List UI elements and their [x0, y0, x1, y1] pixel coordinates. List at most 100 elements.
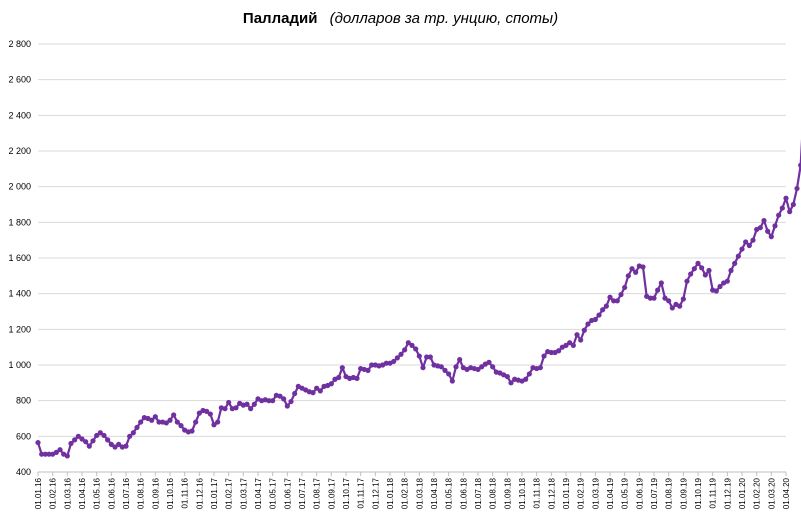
data-point — [116, 441, 122, 447]
y-tick-label: 1 200 — [8, 324, 31, 334]
data-point — [83, 439, 89, 445]
data-point — [72, 437, 78, 443]
data-point — [394, 355, 400, 361]
data-point — [794, 185, 800, 192]
data-point — [486, 359, 492, 365]
data-point — [666, 298, 672, 304]
data-point — [108, 441, 114, 447]
y-tick-label: 1 400 — [8, 289, 31, 299]
data-point — [244, 401, 250, 407]
data-point — [761, 217, 767, 224]
data-point — [655, 287, 661, 293]
data-point — [732, 260, 738, 266]
data-point — [603, 303, 609, 309]
x-tick-label: 01.07.18 — [474, 477, 483, 509]
x-tick-label: 01.10.17 — [342, 477, 351, 509]
data-point — [739, 246, 745, 252]
x-tick-label: 01.09.17 — [327, 477, 336, 509]
data-point — [46, 451, 52, 457]
data-point — [724, 278, 730, 284]
x-axis: 01.01.16 01.02.16 01.03.16 01.04.16 01.05.16… — [34, 472, 791, 509]
data-point — [750, 237, 756, 243]
data-point — [618, 291, 624, 298]
data-point — [248, 406, 254, 412]
data-point — [570, 342, 576, 348]
x-tick-label: 01.11.17 — [357, 477, 366, 508]
data-point — [75, 433, 81, 439]
x-tick-label: 01.08.17 — [313, 477, 322, 509]
data-point — [779, 205, 785, 211]
data-point — [479, 364, 485, 370]
data-point — [354, 375, 360, 381]
x-tick-label: 01.02.20 — [753, 477, 762, 509]
data-point — [317, 388, 323, 394]
data-point — [167, 417, 173, 423]
x-tick-label: 01.03.19 — [591, 477, 600, 509]
data-point — [178, 423, 184, 429]
data-point — [174, 419, 180, 425]
data-point — [130, 430, 136, 436]
data-point — [222, 406, 228, 412]
data-point — [658, 280, 664, 286]
data-point — [196, 410, 202, 416]
x-tick-label: 01.04.20 — [782, 477, 791, 509]
y-tick-label: 2 600 — [8, 75, 31, 85]
data-point — [138, 419, 144, 425]
data-point — [578, 337, 584, 343]
x-tick-label: 01.08.16 — [137, 477, 146, 509]
data-point — [310, 390, 316, 396]
data-point — [369, 362, 375, 368]
data-point — [592, 316, 598, 323]
data-point — [112, 444, 118, 450]
x-tick-label: 01.01.17 — [210, 477, 219, 509]
data-point — [424, 354, 430, 360]
data-point — [640, 264, 646, 270]
y-tick-label: 400 — [16, 467, 31, 477]
x-tick-label: 01.11.16 — [181, 477, 190, 508]
y-tick-label: 1 600 — [8, 253, 31, 263]
data-point — [523, 376, 529, 382]
data-point — [625, 273, 631, 279]
x-tick-label: 01.09.18 — [503, 477, 512, 509]
data-point — [563, 342, 569, 348]
data-point — [691, 266, 697, 272]
data-point — [596, 312, 602, 318]
data-point — [449, 378, 455, 384]
x-tick-label: 01.12.17 — [371, 477, 380, 509]
data-point — [706, 267, 712, 274]
data-point — [251, 401, 257, 407]
data-point — [475, 366, 481, 373]
data-point — [391, 358, 397, 365]
x-tick-label: 01.05.17 — [269, 477, 278, 509]
data-point — [284, 403, 290, 409]
x-tick-label: 01.05.19 — [621, 477, 630, 509]
data-point — [105, 437, 111, 443]
data-point — [163, 420, 169, 426]
x-tick-label: 01.09.19 — [679, 477, 688, 509]
data-point — [149, 417, 155, 423]
data-point — [97, 430, 103, 436]
data-point — [123, 443, 129, 449]
y-tick-label: 800 — [16, 396, 31, 406]
data-point — [526, 371, 532, 377]
data-point — [688, 271, 694, 277]
x-tick-label: 01.04.19 — [606, 477, 615, 509]
data-point — [152, 414, 158, 420]
data-point — [86, 443, 92, 449]
data-point — [629, 266, 635, 272]
data-point — [765, 228, 771, 234]
data-point — [699, 265, 705, 271]
x-tick-label: 01.02.18 — [401, 477, 410, 509]
data-point — [68, 440, 74, 447]
data-point — [662, 295, 668, 301]
x-tick-label: 01.04.17 — [254, 477, 263, 509]
data-point — [365, 367, 371, 373]
x-tick-label: 01.05.18 — [445, 477, 454, 509]
data-point — [790, 201, 796, 208]
x-tick-label: 01.02.17 — [225, 477, 234, 509]
data-point — [171, 412, 177, 418]
data-point — [541, 353, 547, 359]
data-point — [798, 162, 801, 168]
x-tick-label: 01.12.16 — [195, 477, 204, 509]
data-point — [413, 346, 419, 352]
